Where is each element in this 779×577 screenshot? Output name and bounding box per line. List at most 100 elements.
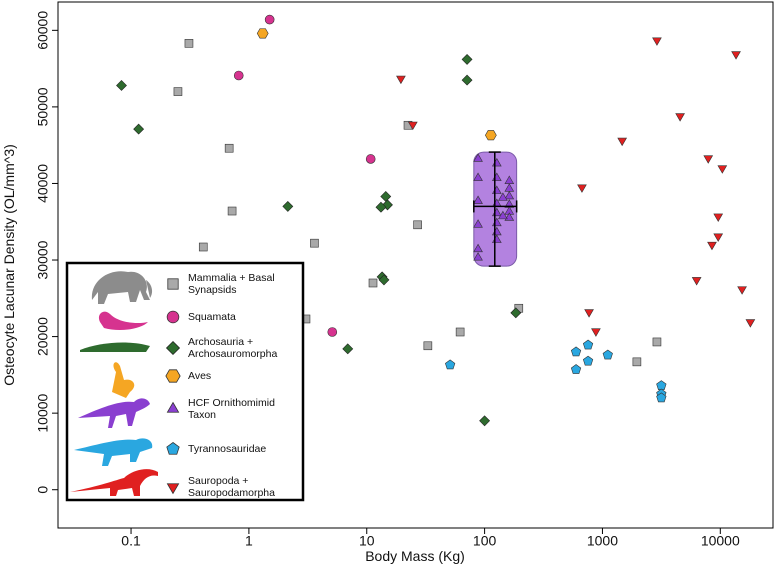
data-point (173, 87, 183, 96)
marker-shape (717, 165, 728, 174)
x-tick-label: 1 (245, 533, 253, 549)
marker-shape (582, 339, 594, 350)
marker-shape (737, 286, 747, 295)
legend-marker (166, 401, 180, 413)
x-tick-label: 100 (473, 533, 497, 549)
plot-frame (57, 1, 774, 529)
data-point (707, 241, 717, 251)
data-point (510, 307, 522, 319)
data-point (233, 70, 244, 81)
data-point (256, 28, 269, 39)
data-point (342, 343, 354, 355)
marker-shape (570, 346, 582, 357)
y-tick-label: 0 (35, 486, 51, 494)
data-point (224, 143, 234, 153)
marker-shape (577, 184, 587, 193)
marker-shape (498, 210, 508, 220)
marker-shape (396, 75, 406, 85)
marker-shape (413, 220, 422, 230)
data-point (380, 191, 392, 202)
data-point (691, 277, 702, 286)
marker-shape (264, 14, 275, 25)
marker-shape (473, 195, 483, 204)
y-tick-label: 40000 (35, 164, 51, 203)
bird-icon (112, 362, 135, 398)
marker-shape (166, 442, 180, 455)
marker-shape (166, 310, 180, 324)
data-point (656, 392, 667, 403)
data-point (461, 74, 473, 86)
legend-marker (166, 483, 180, 495)
data-point (498, 210, 508, 220)
tyrannosaur-icon (74, 438, 153, 466)
data-point (423, 341, 433, 351)
marker-shape (342, 343, 354, 355)
data-point (652, 337, 662, 347)
data-point (473, 153, 483, 162)
marker-shape (652, 37, 662, 46)
marker-shape (510, 307, 522, 319)
data-point (473, 172, 483, 181)
marker-shape (310, 238, 319, 248)
marker-shape (675, 113, 685, 122)
marker-shape (713, 233, 724, 242)
marker-shape (479, 415, 491, 427)
marker-shape (173, 87, 183, 96)
data-point (365, 154, 376, 164)
legend-marker (165, 369, 181, 383)
marker-shape (282, 201, 294, 212)
marker-shape (365, 154, 376, 164)
legend-label: Aves (188, 370, 212, 382)
data-point (473, 195, 483, 204)
marker-shape (473, 153, 483, 162)
legend-label: Archosauria + Archosauromorpha (188, 336, 278, 360)
marker-shape (582, 355, 594, 366)
data-point (602, 349, 613, 360)
elephant-icon (91, 271, 153, 304)
legend-label: Mammalia + Basal Synapsids (188, 272, 275, 296)
y-tick-label: 30000 (35, 240, 51, 279)
marker-shape (184, 39, 194, 48)
marker-shape (656, 392, 667, 403)
data-point (461, 53, 473, 65)
lizard-icon (98, 311, 148, 330)
marker-shape (165, 369, 181, 383)
data-point (675, 113, 685, 122)
y-tick-label: 20000 (35, 317, 51, 356)
silhouettes (70, 271, 158, 496)
data-point (703, 155, 714, 164)
data-point (396, 75, 406, 85)
marker-shape (327, 327, 338, 337)
marker-shape (133, 123, 145, 135)
marker-shape (423, 341, 433, 351)
ornithomimid-icon (78, 398, 150, 428)
data-point (717, 165, 728, 174)
marker-shape (375, 201, 387, 213)
marker-shape (116, 80, 127, 91)
marker-shape (166, 401, 180, 413)
legend-label: HCF Ornithomimid Taxon (188, 397, 275, 421)
marker-shape (378, 274, 390, 286)
marker-shape (256, 28, 269, 39)
marker-shape (703, 155, 714, 164)
data-point (485, 130, 497, 141)
marker-shape (198, 242, 208, 252)
x-tick-label: 10 (359, 533, 375, 549)
data-point (282, 201, 294, 212)
marker-shape (498, 192, 508, 201)
data-point (504, 190, 515, 200)
data-point (731, 51, 741, 60)
data-point (652, 37, 662, 46)
data-point (582, 355, 594, 366)
marker-shape (380, 191, 392, 202)
data-point (632, 357, 642, 367)
data-point (656, 380, 667, 390)
y-tick-label: 10000 (35, 393, 51, 432)
data-point (368, 278, 378, 288)
data-point (745, 319, 756, 328)
marker-shape (745, 319, 756, 328)
marker-shape (691, 277, 702, 286)
marker-shape (617, 137, 628, 147)
